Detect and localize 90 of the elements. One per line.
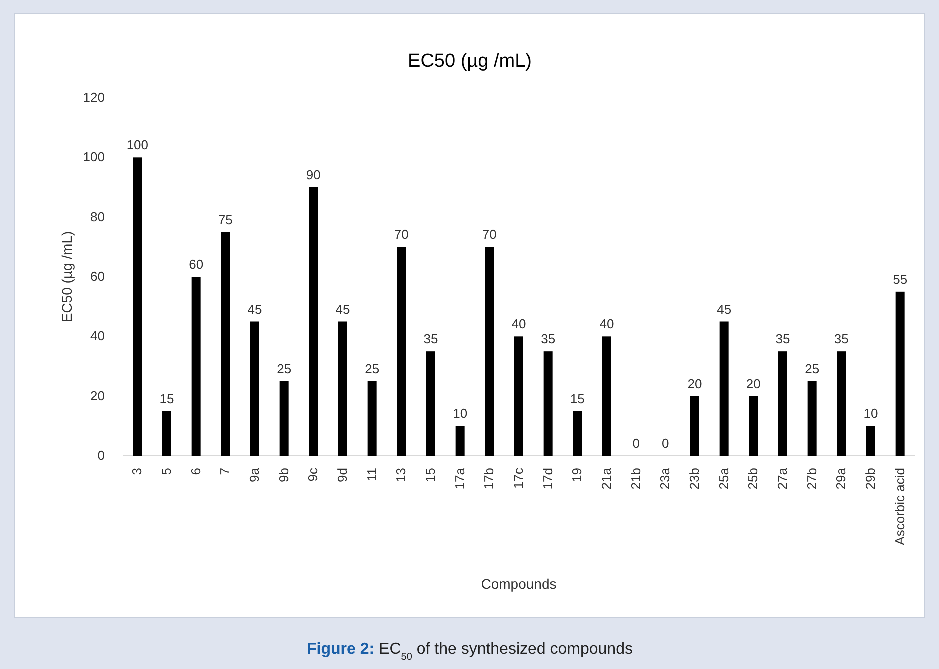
bar	[221, 232, 230, 456]
x-tick-label: 25b	[746, 468, 761, 490]
x-tick-label: 17d	[540, 468, 556, 490]
x-tick-label: 23a	[658, 467, 673, 490]
x-tick-label: 21a	[599, 467, 614, 490]
x-tick-label: 17b	[482, 468, 497, 490]
x-tick-label: 17a	[452, 467, 468, 490]
x-tick-label: 6	[188, 468, 204, 476]
data-label: 70	[394, 227, 409, 242]
data-label: 15	[570, 391, 585, 406]
data-label: 15	[160, 391, 174, 406]
chart-title: EC50 (µg /mL)	[408, 51, 532, 72]
x-tick-label: 3	[130, 468, 145, 476]
y-axis-title: EC50 (µg /mL)	[59, 231, 75, 323]
bar	[544, 352, 553, 456]
x-tick-label: 29a	[834, 467, 849, 490]
data-label: 20	[746, 376, 761, 392]
x-axis-title: Compounds	[481, 576, 557, 592]
y-tick-label: 80	[90, 209, 105, 224]
bar	[808, 381, 817, 456]
data-label: 25	[277, 361, 292, 376]
data-label: 60	[189, 257, 204, 272]
data-label: 45	[336, 302, 350, 317]
x-tick-label: 29b	[863, 468, 878, 490]
x-tick-label: 9c	[306, 468, 321, 482]
bar	[778, 352, 788, 456]
bar	[749, 396, 758, 456]
bar	[133, 158, 142, 456]
data-label: 0	[662, 436, 670, 451]
bar	[250, 322, 260, 456]
data-label: 0	[632, 436, 640, 451]
data-label: 35	[776, 332, 790, 347]
x-tick-label: 21b	[628, 468, 644, 490]
x-tick-label: 15	[423, 468, 438, 482]
y-tick-label: 0	[98, 448, 105, 463]
data-label: 70	[482, 227, 497, 242]
y-tick-label: 100	[83, 150, 105, 165]
bar	[338, 322, 348, 456]
x-tick-label: 25a	[716, 467, 732, 490]
data-label: 40	[600, 316, 614, 332]
y-tick-label: 120	[83, 90, 105, 105]
data-label: 35	[424, 332, 438, 347]
data-label: 10	[453, 406, 468, 422]
x-tick-label: 7	[218, 468, 233, 476]
data-label: 10	[864, 406, 878, 422]
bar	[162, 411, 172, 456]
bar	[280, 381, 289, 456]
x-tick-label: 23b	[687, 468, 702, 490]
y-tick-label: 60	[90, 269, 105, 284]
data-label: 20	[688, 376, 702, 392]
data-label: 100	[126, 138, 149, 153]
data-label: 45	[717, 302, 732, 317]
bar	[485, 247, 494, 456]
bar	[866, 426, 876, 456]
data-label: 55	[893, 272, 908, 287]
x-tick-label: 9d	[335, 468, 350, 482]
y-tick-label: 40	[90, 328, 105, 344]
bar	[690, 396, 700, 456]
data-label: 45	[248, 302, 262, 317]
x-tick-label: 19	[570, 468, 585, 482]
caption: Figure 2: EC$_{50}$ of the synthesized compounds	[307, 641, 633, 662]
data-label: 90	[306, 168, 321, 182]
bar	[720, 322, 729, 456]
data-label: 35	[541, 332, 556, 347]
x-tick-label: 27a	[775, 467, 790, 490]
bar	[514, 336, 524, 456]
bar	[397, 247, 406, 456]
bar	[837, 352, 846, 456]
data-label: 35	[834, 332, 849, 347]
data-label: 40	[512, 316, 526, 332]
x-tick-label: 17c	[511, 468, 526, 489]
bar	[456, 426, 465, 456]
y-tick-label: 20	[90, 388, 105, 404]
bar	[192, 277, 201, 456]
data-label: 75	[218, 212, 233, 228]
bar	[309, 188, 318, 456]
data-label: 25	[365, 361, 380, 376]
x-tick-label: 13	[394, 468, 409, 482]
x-tick-label: 5	[159, 468, 174, 476]
x-tick-label: 9a	[247, 467, 262, 482]
x-tick-label: 27b	[804, 468, 820, 490]
bar	[368, 381, 377, 456]
bar	[426, 352, 436, 456]
x-tick-label: Ascorbic acid	[892, 468, 908, 546]
x-tick-label: 11	[364, 468, 380, 482]
data-label: 25	[805, 361, 820, 376]
bar	[896, 292, 905, 456]
x-tick-label: 9b	[276, 468, 292, 482]
bar	[602, 336, 612, 456]
bar	[573, 411, 582, 456]
